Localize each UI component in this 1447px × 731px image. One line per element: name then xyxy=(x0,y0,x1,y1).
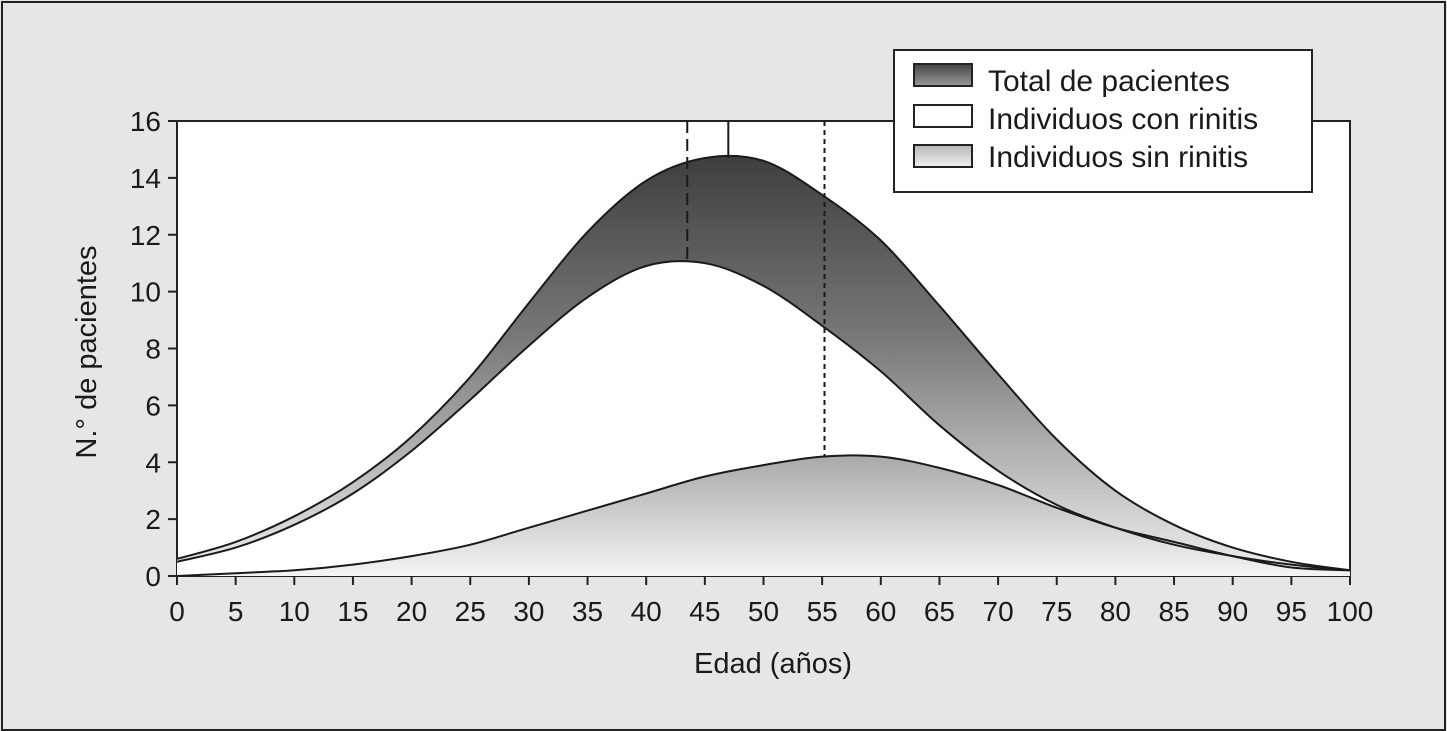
legend-swatch-total xyxy=(913,63,973,87)
y-tick-label: 2 xyxy=(145,504,161,535)
x-tick-label: 0 xyxy=(169,596,185,627)
x-tick-label: 60 xyxy=(865,596,896,627)
x-tick-label: 40 xyxy=(631,596,662,627)
y-tick-label: 8 xyxy=(145,334,161,365)
y-tick-label: 4 xyxy=(145,447,161,478)
x-tick-label: 5 xyxy=(228,596,244,627)
legend-label-total: Total de pacientes xyxy=(988,65,1230,98)
legend-swatch-sin-rinitis xyxy=(913,144,973,168)
x-tick-label: 65 xyxy=(924,596,955,627)
y-tick-label: 0 xyxy=(145,561,161,592)
legend-swatch-con-rinitis xyxy=(913,104,973,128)
x-axis-title: Edad (años) xyxy=(694,648,852,680)
x-tick-label: 15 xyxy=(337,596,368,627)
line-con-rinitis xyxy=(176,260,1351,572)
line-sin-rinitis xyxy=(176,454,1351,577)
x-tick-label: 30 xyxy=(513,596,544,627)
area-total-pacientes xyxy=(177,155,1350,571)
y-tick-label: 6 xyxy=(145,390,161,421)
legend-label-sin-rinitis: Individuos sin rinitis xyxy=(988,141,1248,174)
y-tick-label: 10 xyxy=(130,277,161,308)
x-tick-label: 35 xyxy=(572,596,603,627)
line-total-pacientes xyxy=(176,154,1351,572)
x-tick-label: 10 xyxy=(279,596,310,627)
y-tick-label: 12 xyxy=(130,220,161,251)
x-tick-label: 80 xyxy=(1100,596,1131,627)
legend: Total de pacientes Individuos con riniti… xyxy=(893,49,1313,193)
area-sin-rinitis xyxy=(177,455,1350,576)
x-tick-label: 90 xyxy=(1217,596,1248,627)
x-tick-label: 70 xyxy=(983,596,1014,627)
area-con-rinitis xyxy=(177,261,1350,576)
x-tick-label: 85 xyxy=(1158,596,1189,627)
x-tick-label: 25 xyxy=(455,596,486,627)
x-tick-label: 20 xyxy=(396,596,427,627)
x-tick-label: 45 xyxy=(689,596,720,627)
y-axis-title: N.° de pacientes xyxy=(71,245,103,458)
x-tick-label: 50 xyxy=(748,596,779,627)
x-tick-label: 55 xyxy=(807,596,838,627)
legend-label-con-rinitis: Individuos con rinitis xyxy=(988,103,1258,136)
x-tick-label: 100 xyxy=(1327,596,1374,627)
x-tick-label: 95 xyxy=(1276,596,1307,627)
y-tick-label: 16 xyxy=(130,106,161,137)
x-tick-label: 75 xyxy=(1041,596,1072,627)
y-tick-label: 14 xyxy=(130,163,161,194)
